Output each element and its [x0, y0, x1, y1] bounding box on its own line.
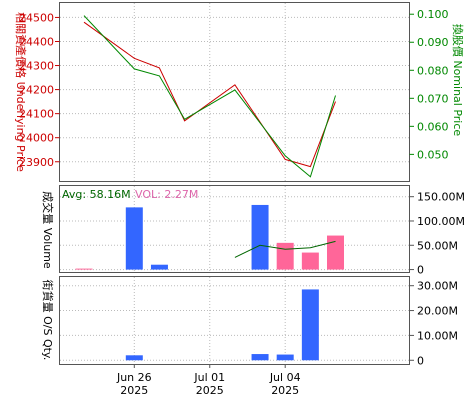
volume-bar: [301, 252, 319, 270]
underlying-series-line: [83, 21, 336, 168]
price-panel-frame: [59, 2, 410, 182]
volume-bar: [327, 235, 344, 270]
volume-bar: [150, 264, 168, 270]
x-tick-year: 2025: [271, 384, 299, 397]
volume-bar: [125, 207, 143, 270]
volume-tick-label: 0: [417, 264, 424, 277]
os-tick-label: 10.00M: [417, 329, 458, 342]
os-bar: [251, 354, 269, 361]
os-axis-title: 街貨量 O/S Qty.: [41, 280, 55, 361]
x-tick-label: Jun 26: [116, 371, 152, 384]
underlying-axis-title: 相關資產價格 Underlying Price: [14, 12, 28, 172]
underlying-tick-label: 24300: [19, 60, 54, 73]
underlying-tick-label: 23900: [19, 156, 54, 169]
volume-tick-label: 100.00M: [417, 215, 465, 228]
volume-bar: [251, 204, 269, 270]
x-tick-label: Jul 01: [193, 371, 225, 384]
os-bar: [301, 289, 319, 361]
x-tick-year: 2025: [196, 384, 224, 397]
os-tick-label: 30.00M: [417, 280, 458, 293]
nominal-axis-title: 換股價 Nominal Price: [451, 24, 465, 137]
nominal-tick-label: 0.070: [417, 92, 449, 105]
nominal-tick-label: 0.080: [417, 64, 449, 77]
current-volume-label: VOL: 2.27M: [135, 188, 198, 201]
volume-bar: [276, 242, 294, 270]
volume-tick-label: 50.00M: [417, 239, 458, 252]
underlying-tick-label: 24400: [19, 35, 54, 48]
avg-volume-label: Avg: 58.16M: [62, 188, 131, 201]
nominal-tick-label: 0.050: [417, 148, 449, 161]
nominal-series-line: [83, 15, 336, 178]
nominal-tick-label: 0.100: [417, 8, 449, 21]
nominal-tick-label: 0.090: [417, 36, 449, 49]
x-tick-label: Jul 04: [269, 371, 301, 384]
volume-tick-label: 150.00M: [417, 191, 465, 204]
os-bars: [125, 289, 319, 361]
volume-bars: [75, 204, 344, 270]
price-lines: [83, 15, 336, 178]
underlying-tick-label: 24100: [19, 108, 54, 121]
os-bar: [125, 355, 143, 361]
os-tick-label: 20.00M: [417, 305, 458, 318]
volume-panel-frame: [59, 185, 410, 273]
volume-bar: [75, 268, 93, 270]
underlying-tick-label: 24500: [19, 11, 54, 24]
volume-axis-title: 成交量 Volume: [41, 191, 55, 269]
os-panel-frame: [59, 276, 410, 365]
os-tick-label: 0: [417, 354, 424, 367]
nominal-tick-label: 0.060: [417, 120, 449, 133]
avg-volume-line: [234, 240, 336, 258]
x-tick-year: 2025: [120, 384, 148, 397]
underlying-tick-label: 24000: [19, 132, 54, 145]
underlying-tick-label: 24200: [19, 84, 54, 97]
os-bar: [276, 354, 294, 361]
